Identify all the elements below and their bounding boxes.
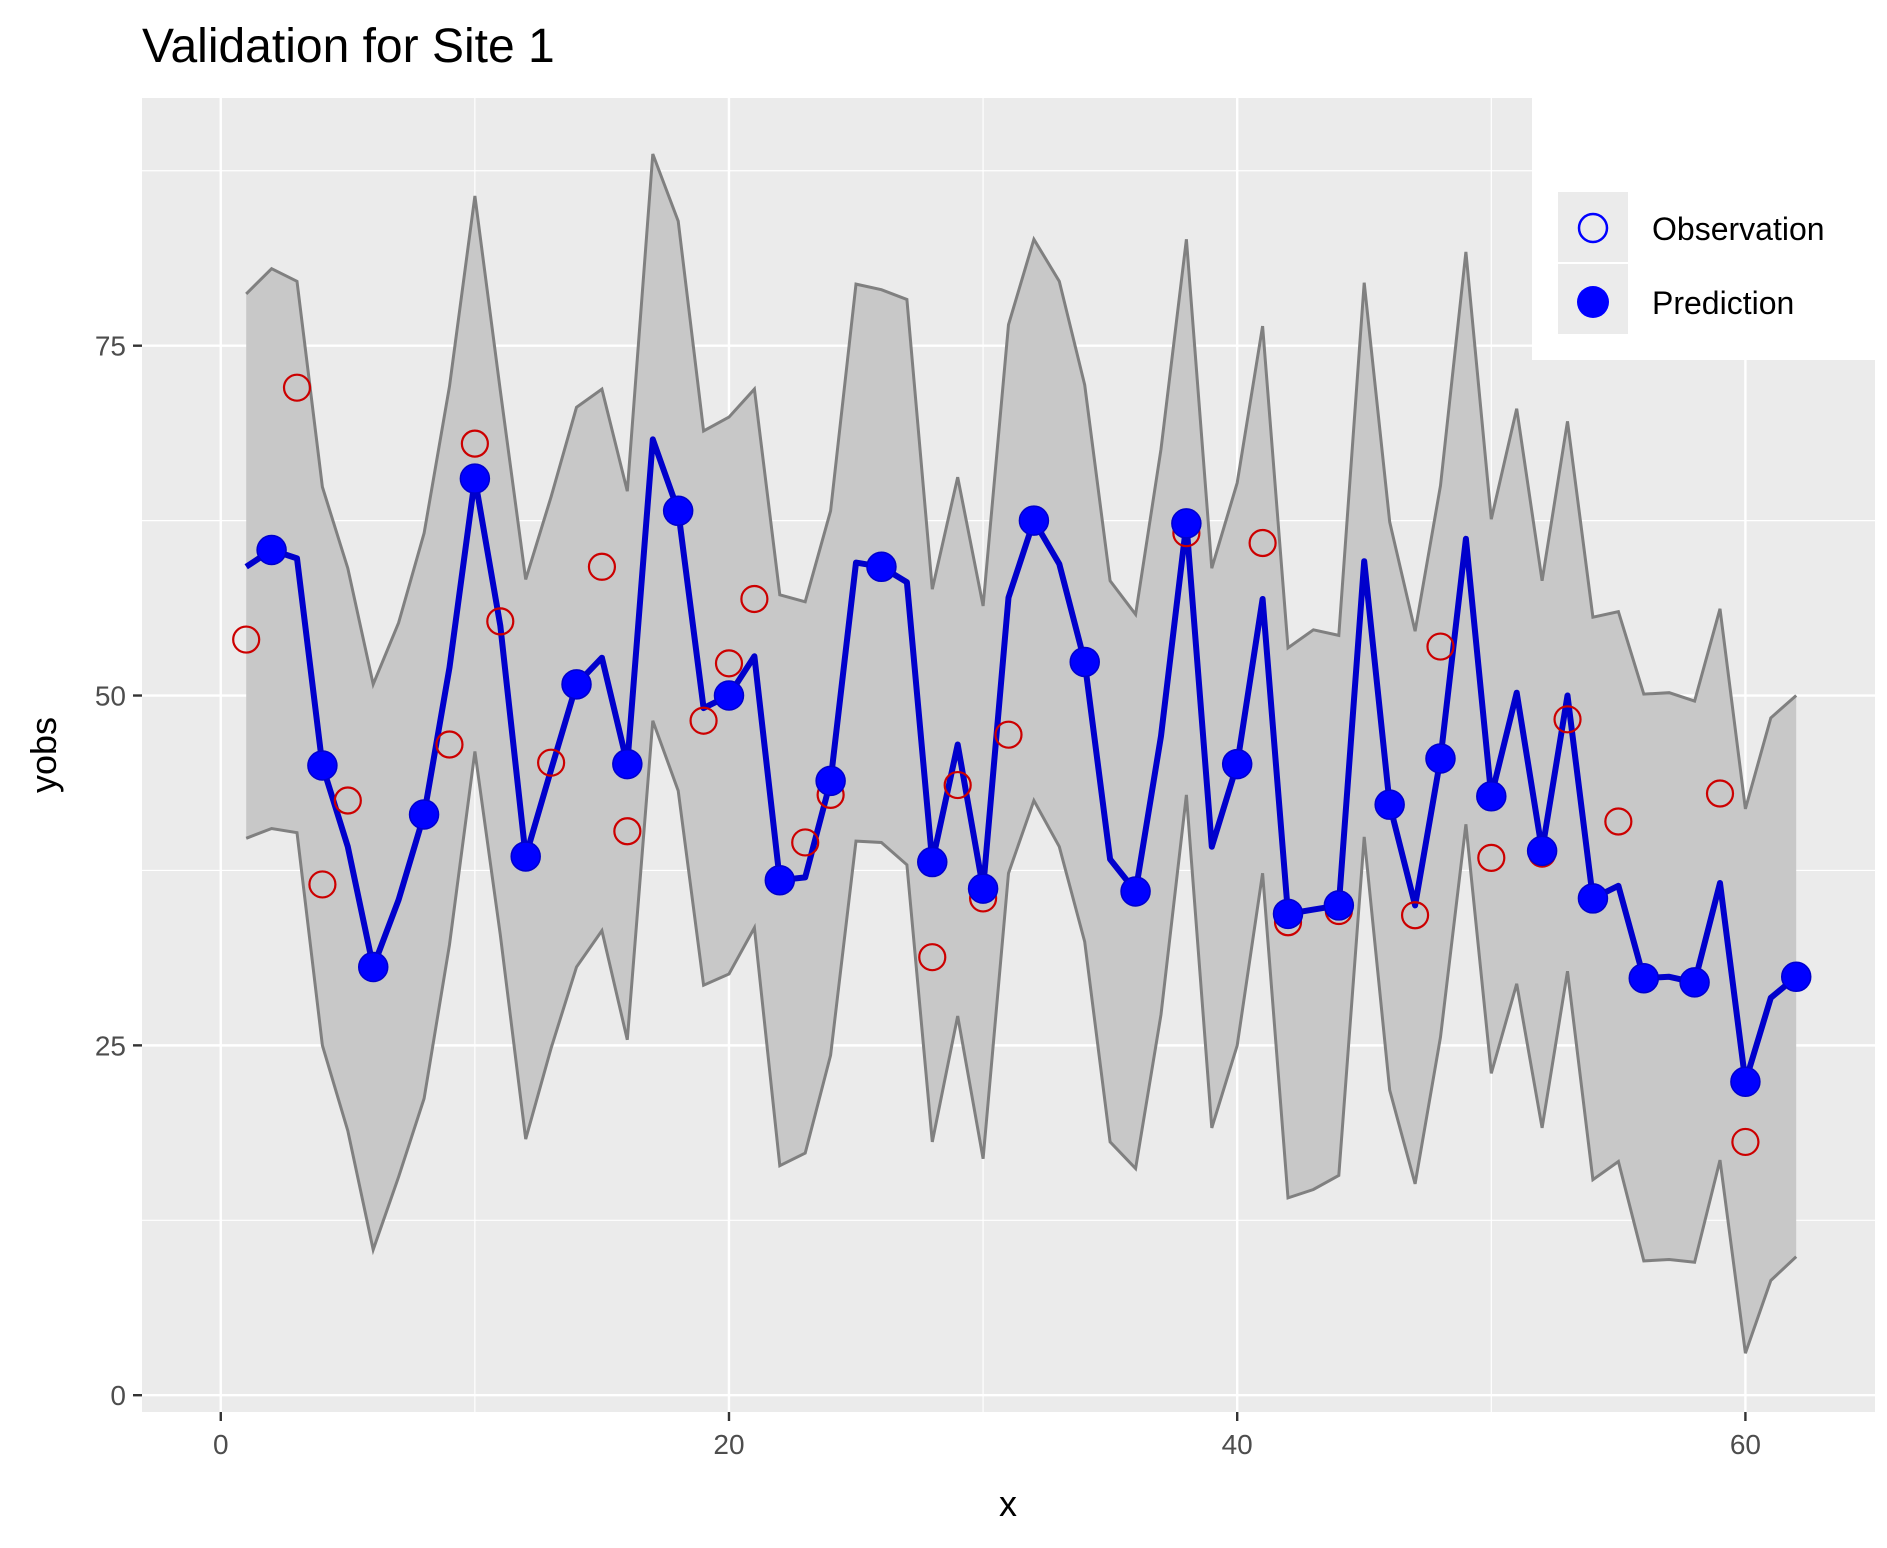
observation-point xyxy=(232,625,261,654)
prediction-point xyxy=(1323,890,1355,921)
y-tick-label: 0 xyxy=(110,1380,126,1411)
y-tick-label: 50 xyxy=(95,681,126,712)
observation-points xyxy=(232,373,1760,1157)
observation-point xyxy=(1553,705,1582,734)
prediction-point xyxy=(1628,962,1660,994)
x-axis: 0 20 40 60 xyxy=(213,1412,1761,1460)
interval-band xyxy=(246,154,1797,1354)
interval-upper-line xyxy=(245,153,1798,810)
observation-point xyxy=(918,943,947,972)
prediction-point xyxy=(459,463,491,494)
prediction-point xyxy=(1374,789,1405,820)
observation-point xyxy=(1400,901,1430,930)
prediction-point xyxy=(764,864,796,896)
observation-point xyxy=(740,584,769,614)
prediction-point xyxy=(1577,883,1609,914)
prediction-point xyxy=(1272,898,1304,930)
x-tick-label: 60 xyxy=(1730,1429,1761,1460)
prediction-point xyxy=(1679,967,1710,998)
prediction-point xyxy=(866,551,897,583)
prediction-point xyxy=(1221,748,1253,780)
observation-point xyxy=(308,870,337,899)
prediction-point xyxy=(1476,781,1507,812)
x-tick-label: 0 xyxy=(213,1429,229,1460)
chart-title: Validation for Site 1 xyxy=(142,20,555,73)
prediction-point xyxy=(662,495,694,527)
prediction-point xyxy=(967,873,999,904)
observation-point xyxy=(943,770,972,800)
prediction-point xyxy=(815,765,846,797)
prediction-point xyxy=(561,669,592,700)
observation-point xyxy=(486,607,515,636)
prediction-point xyxy=(256,534,287,566)
observation-point xyxy=(1248,528,1277,558)
legend: Observation Prediction xyxy=(1532,98,1875,360)
observation-point xyxy=(1705,779,1735,808)
y-axis: 0 25 50 75 xyxy=(95,331,142,1411)
prediction-point xyxy=(1018,505,1050,536)
observation-point xyxy=(689,706,718,735)
legend-label-prediction: Prediction xyxy=(1652,285,1794,321)
y-tick-label: 25 xyxy=(95,1030,126,1061)
prediction-point xyxy=(612,748,643,780)
legend-observation-marker xyxy=(1577,212,1609,244)
prediction-interval xyxy=(245,153,1798,1354)
prediction-point xyxy=(510,841,541,872)
prediction-point xyxy=(1526,835,1558,867)
observation-point xyxy=(333,786,362,815)
prediction-point xyxy=(1069,646,1100,678)
x-tick-label: 40 xyxy=(1222,1429,1253,1460)
legend-prediction-marker xyxy=(1577,286,1609,318)
prediction-point xyxy=(1730,1066,1761,1098)
observation-point xyxy=(1731,1127,1760,1157)
observation-point xyxy=(613,817,642,846)
x-tick-label: 20 xyxy=(713,1429,744,1460)
x-axis-title: x xyxy=(999,1483,1017,1524)
prediction-line xyxy=(244,436,1799,1085)
interval-lower-line xyxy=(245,720,1798,1354)
prediction-point xyxy=(408,799,440,830)
prediction-point xyxy=(1425,743,1456,774)
observation-point xyxy=(460,429,489,458)
observation-point xyxy=(994,720,1023,749)
prediction-point xyxy=(1120,876,1151,907)
observation-point xyxy=(537,748,566,777)
y-axis-title: yobs xyxy=(23,717,64,793)
y-tick-label: 75 xyxy=(95,331,126,362)
prediction-line-layer xyxy=(244,436,1799,1085)
legend-key-observation xyxy=(1558,192,1628,262)
prediction-point xyxy=(307,750,338,781)
observation-point xyxy=(282,373,312,402)
observation-point xyxy=(1604,807,1633,836)
prediction-point xyxy=(917,846,948,878)
prediction-point xyxy=(1171,508,1202,539)
prediction-point xyxy=(1780,961,1812,993)
prediction-point xyxy=(713,680,745,711)
prediction-points xyxy=(256,463,1812,1098)
observation-point xyxy=(791,828,820,857)
observation-point xyxy=(1426,632,1455,661)
observation-point xyxy=(587,552,617,581)
legend-label-observation: Observation xyxy=(1652,211,1825,247)
observation-point xyxy=(714,649,744,678)
observation-point xyxy=(435,730,464,759)
observation-point xyxy=(1477,843,1506,872)
prediction-point xyxy=(357,951,389,983)
